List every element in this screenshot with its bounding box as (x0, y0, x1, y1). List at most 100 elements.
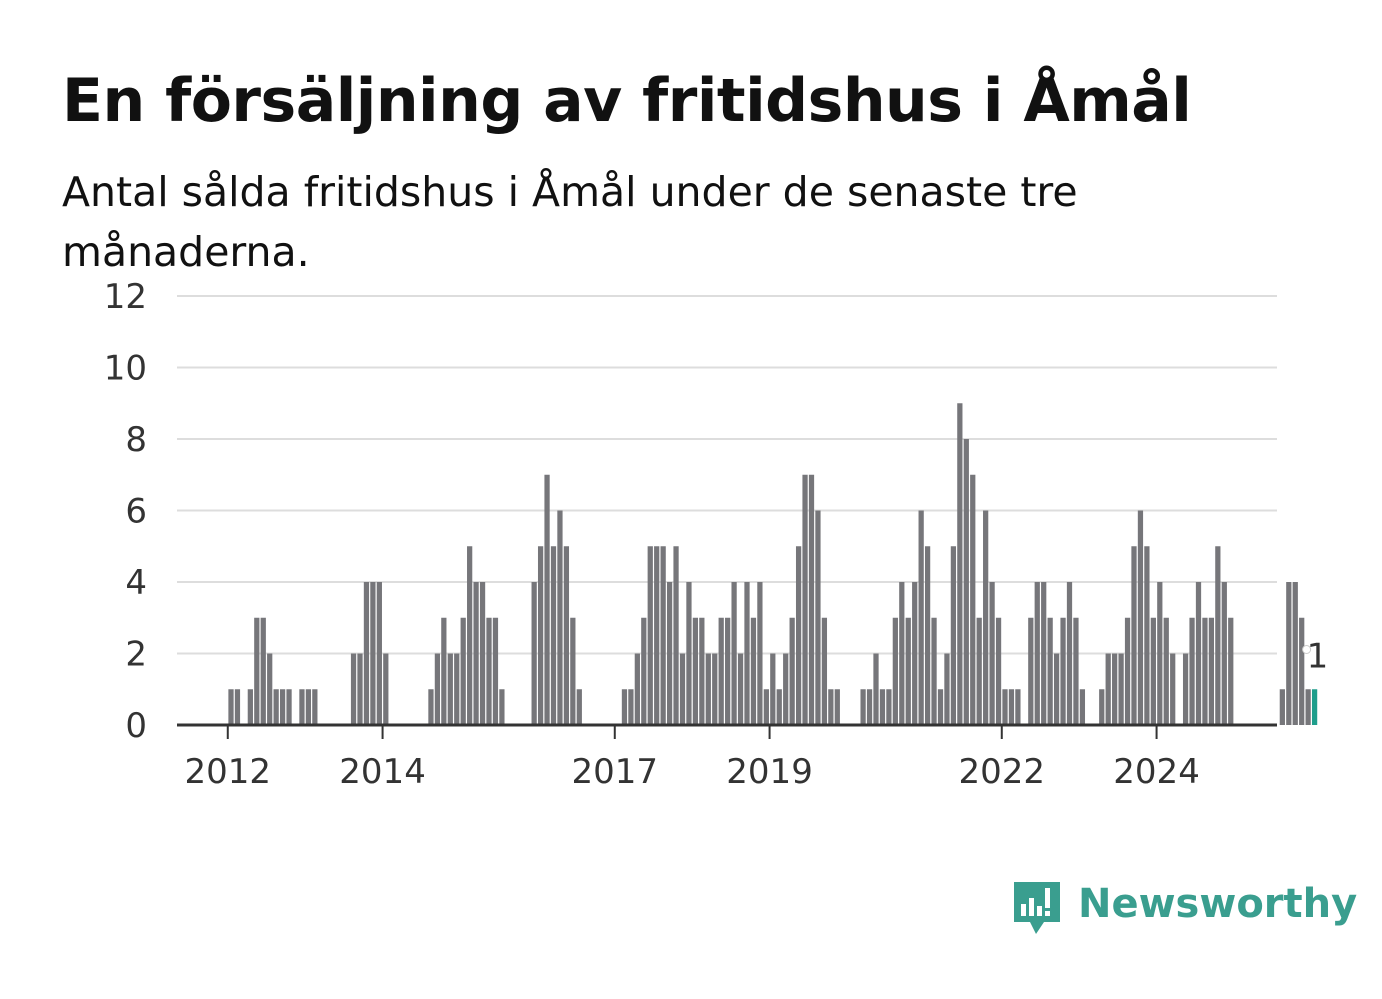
bar (370, 582, 376, 725)
bar (1157, 582, 1163, 725)
bar (654, 546, 660, 725)
brand-name: Newsworthy (1078, 881, 1358, 927)
bar (1228, 617, 1234, 725)
bar (441, 617, 447, 725)
bar (1182, 653, 1189, 725)
bar (273, 689, 279, 725)
bar (234, 689, 241, 725)
x-tick-label: 2022 (959, 752, 1046, 792)
bar (260, 617, 266, 725)
bar (750, 617, 757, 725)
bar (1053, 653, 1060, 725)
bar (1060, 617, 1066, 725)
bar (718, 617, 724, 725)
bar (970, 474, 976, 725)
bar (1221, 582, 1227, 725)
bar (828, 689, 834, 725)
bar (976, 617, 982, 725)
bar (912, 582, 918, 725)
bar (783, 653, 789, 725)
y-tick-label: 0 (125, 706, 147, 746)
bar (1163, 617, 1169, 725)
bar (247, 689, 253, 725)
bar (983, 510, 989, 725)
x-tick-label: 2019 (726, 752, 813, 792)
bar (744, 582, 750, 725)
bar (1015, 689, 1021, 725)
bar (776, 689, 782, 725)
bar (486, 617, 492, 725)
bar (628, 689, 634, 725)
bar (924, 546, 931, 725)
bar-highlight (1311, 689, 1318, 725)
bar (879, 689, 886, 725)
bar (860, 689, 866, 725)
bar (705, 653, 711, 725)
bar (254, 617, 260, 725)
bar (1170, 653, 1176, 725)
bar (1066, 582, 1073, 725)
bar (757, 582, 763, 725)
bar (621, 689, 628, 725)
bar (1112, 653, 1118, 725)
chart-title: En försäljning av fritidshus i Åmål (62, 66, 1192, 136)
bar (899, 582, 905, 725)
bar (815, 510, 821, 725)
bar (989, 582, 995, 725)
bar (770, 653, 776, 725)
bar (550, 546, 557, 725)
bar (570, 617, 576, 725)
data-label: 1 (1307, 636, 1329, 676)
bar (641, 617, 647, 725)
bar (1118, 653, 1124, 725)
bar (1208, 617, 1215, 725)
bar (873, 653, 879, 725)
x-tick-label: 2012 (185, 752, 272, 792)
bar (679, 653, 686, 725)
bar (312, 689, 318, 725)
bar (1305, 689, 1311, 725)
bar (673, 546, 679, 725)
x-tick-label: 2014 (339, 752, 426, 792)
bar (1286, 582, 1292, 725)
bar (447, 653, 453, 725)
bar (563, 546, 570, 725)
bar (647, 546, 653, 725)
bar (1189, 617, 1195, 725)
bar (286, 689, 292, 725)
bar (228, 689, 234, 725)
bar (537, 546, 544, 725)
bar (692, 617, 699, 725)
bar (1299, 617, 1305, 725)
bar (305, 689, 312, 725)
bar (834, 689, 840, 725)
y-tick-label: 6 (125, 492, 147, 532)
y-tick-label: 4 (125, 563, 147, 603)
bar (1144, 546, 1150, 725)
bar (802, 474, 808, 725)
bar (1008, 689, 1015, 725)
bar (1137, 510, 1144, 725)
bar (376, 582, 382, 725)
bar (763, 689, 769, 725)
bar (267, 653, 273, 725)
bar (937, 689, 944, 725)
bar (1292, 582, 1298, 725)
bar (1105, 653, 1111, 725)
bar (460, 617, 466, 725)
bar (299, 689, 305, 725)
bar (821, 617, 828, 725)
y-tick-label: 12 (104, 277, 147, 317)
bar (363, 582, 370, 725)
bar (995, 617, 1002, 725)
bar (434, 653, 441, 725)
bar (808, 474, 815, 725)
bar (666, 582, 673, 725)
bar (725, 617, 731, 725)
bar (383, 653, 389, 725)
bar (557, 510, 563, 725)
bar (660, 546, 666, 725)
bar (544, 474, 550, 725)
bar (905, 617, 911, 725)
